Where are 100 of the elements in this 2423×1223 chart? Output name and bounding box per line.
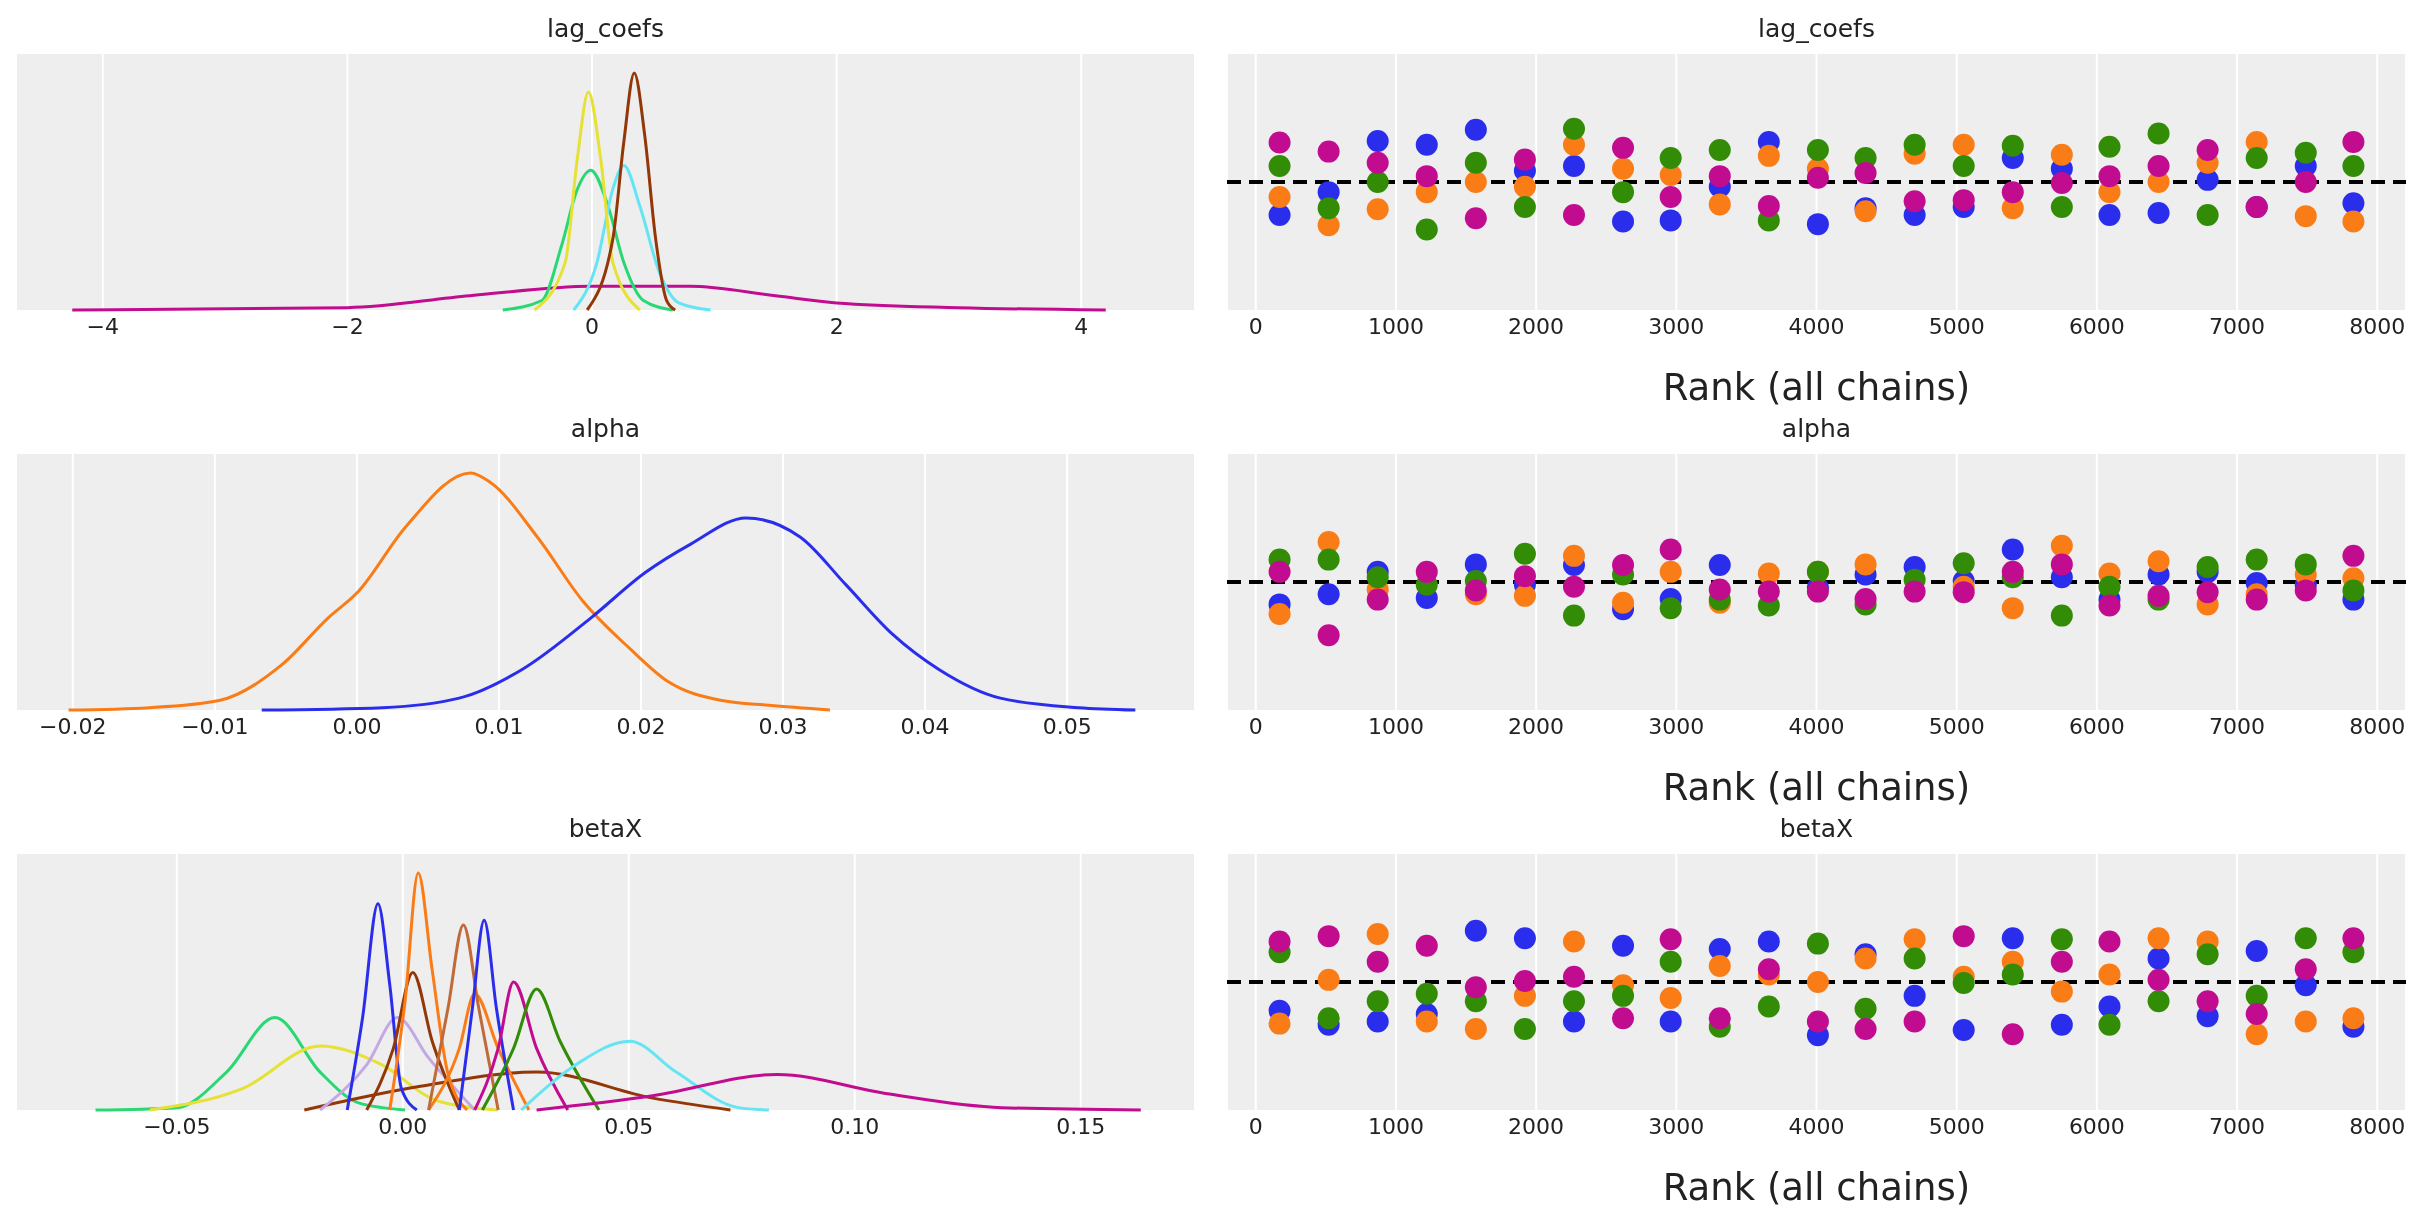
point xyxy=(2294,958,2317,981)
point xyxy=(1513,584,1536,607)
point xyxy=(1659,950,1682,973)
point xyxy=(1562,990,1585,1013)
point xyxy=(1612,210,1635,233)
x-tick-label: 3000 xyxy=(1648,313,1705,339)
chart-title: lag_coefs xyxy=(546,13,665,45)
point xyxy=(1268,185,1291,208)
x-tick-label: −4 xyxy=(86,313,120,339)
point xyxy=(2147,122,2170,145)
point xyxy=(2245,588,2268,611)
point xyxy=(1903,580,1926,603)
point xyxy=(2147,968,2170,991)
point xyxy=(1513,542,1536,565)
point xyxy=(1464,151,1487,174)
point xyxy=(1659,928,1682,951)
point xyxy=(2098,204,2121,227)
point xyxy=(1415,165,1438,188)
point xyxy=(1903,1010,1926,1033)
point xyxy=(1854,997,1877,1020)
point xyxy=(1366,566,1389,589)
x-tick-label: 7000 xyxy=(2209,713,2266,739)
point xyxy=(2098,963,2121,986)
x-tick-label: 4000 xyxy=(1788,313,1845,339)
point xyxy=(1612,157,1635,180)
point xyxy=(1562,930,1585,953)
x-tick-label: 5000 xyxy=(1928,1113,1985,1139)
x-axis-title: Rank (all chains) xyxy=(1662,766,1971,809)
point xyxy=(1952,552,1975,575)
point xyxy=(2050,172,2073,195)
point xyxy=(2245,940,2268,963)
point xyxy=(1708,578,1731,601)
x-tick-label: 0 xyxy=(1248,713,1263,739)
point xyxy=(1464,976,1487,999)
point xyxy=(1806,580,1829,603)
point xyxy=(1806,139,1829,161)
x-tick-label: 0 xyxy=(1248,1113,1263,1139)
point xyxy=(1708,165,1731,188)
point xyxy=(1708,139,1731,161)
point xyxy=(1952,925,1975,948)
x-tick-label: −0.01 xyxy=(181,713,249,739)
x-tick-label: 0.01 xyxy=(474,713,524,739)
point xyxy=(1415,982,1438,1005)
point xyxy=(1757,195,1780,217)
point xyxy=(1757,144,1780,167)
point xyxy=(1317,925,1340,948)
x-tick-label: 5000 xyxy=(1928,313,1985,339)
point xyxy=(1612,136,1635,159)
x-tick-label: 0.05 xyxy=(604,1113,654,1139)
point xyxy=(2342,544,2365,567)
chart-title: lag_coefs xyxy=(1757,13,1876,45)
point xyxy=(1757,562,1780,585)
x-tick-label: 0.15 xyxy=(1056,1113,1106,1139)
point xyxy=(1659,1010,1682,1033)
point xyxy=(1854,553,1877,576)
point xyxy=(1952,1019,1975,1041)
point xyxy=(1464,118,1487,141)
point xyxy=(1757,580,1780,603)
point xyxy=(1366,923,1389,945)
point xyxy=(1317,1007,1340,1030)
point xyxy=(2050,1013,2073,1036)
x-tick-label: 0.05 xyxy=(1042,713,1092,739)
point xyxy=(1854,1017,1877,1040)
point xyxy=(2050,534,2073,557)
point xyxy=(1415,1010,1438,1033)
point xyxy=(2294,141,2317,164)
x-tick-label: 6000 xyxy=(2068,313,2125,339)
point xyxy=(1268,155,1291,177)
x-axis-title: Rank (all chains) xyxy=(1662,1166,1971,1209)
point xyxy=(1659,538,1682,561)
x-tick-label: 3000 xyxy=(1648,1113,1705,1139)
point xyxy=(2050,950,2073,973)
point xyxy=(1513,969,1536,992)
point xyxy=(1268,1012,1291,1035)
point xyxy=(2147,990,2170,1013)
point xyxy=(1757,995,1780,1018)
point xyxy=(1415,218,1438,241)
x-tick-label: 0.00 xyxy=(332,713,382,739)
point xyxy=(1464,207,1487,230)
point xyxy=(1317,197,1340,220)
point xyxy=(1317,140,1340,163)
point xyxy=(2147,550,2170,573)
point xyxy=(1903,928,1926,951)
point xyxy=(2001,134,2024,157)
x-tick-label: 1000 xyxy=(1367,1113,1424,1139)
point xyxy=(1903,984,1926,1007)
x-tick-label: 8000 xyxy=(2349,1113,2406,1139)
point xyxy=(2196,139,2219,161)
point xyxy=(1659,185,1682,208)
point xyxy=(1366,198,1389,221)
point xyxy=(1513,565,1536,588)
point xyxy=(2294,1010,2317,1033)
point xyxy=(1708,955,1731,977)
point xyxy=(1415,560,1438,583)
point xyxy=(2342,155,2365,177)
point xyxy=(1562,204,1585,227)
point xyxy=(2196,204,2219,227)
x-tick-label: 2 xyxy=(829,313,844,339)
point xyxy=(1659,597,1682,620)
point xyxy=(1612,1007,1635,1030)
